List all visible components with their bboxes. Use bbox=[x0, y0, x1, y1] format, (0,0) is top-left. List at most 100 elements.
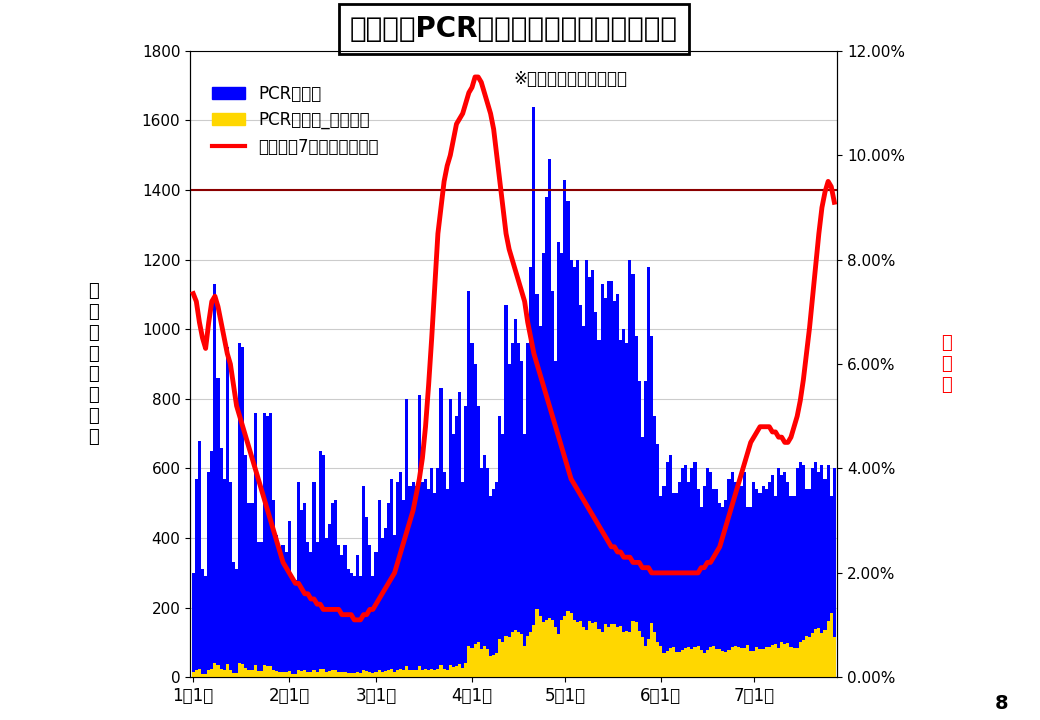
Bar bbox=[532, 625, 536, 678]
Legend: PCR検査数, PCR検査数_陽性確認, 陽性率（7日間移動平均）: PCR検査数, PCR検査数_陽性確認, 陽性率（7日間移動平均） bbox=[205, 78, 386, 162]
Bar bbox=[638, 382, 641, 678]
Bar bbox=[752, 482, 755, 678]
Bar bbox=[312, 670, 315, 678]
Bar bbox=[833, 637, 836, 678]
Bar bbox=[622, 329, 625, 678]
Bar bbox=[207, 472, 210, 678]
Bar bbox=[374, 552, 378, 678]
Bar bbox=[191, 573, 194, 678]
Bar bbox=[619, 626, 622, 678]
Bar bbox=[755, 490, 758, 678]
Bar bbox=[827, 621, 830, 678]
Bar bbox=[440, 665, 443, 678]
Bar bbox=[353, 673, 356, 678]
Bar bbox=[294, 580, 297, 678]
Bar bbox=[542, 621, 545, 678]
Bar bbox=[662, 486, 666, 678]
Bar bbox=[216, 665, 219, 678]
Bar bbox=[780, 475, 783, 678]
Y-axis label: 検
査
件
数
・
陽
性
数: 検 査 件 数 ・ 陽 性 数 bbox=[87, 282, 99, 446]
Bar bbox=[573, 620, 576, 678]
Bar bbox=[318, 669, 321, 678]
Bar bbox=[700, 507, 703, 678]
Bar bbox=[570, 260, 573, 678]
Bar bbox=[700, 650, 703, 678]
Bar bbox=[334, 670, 337, 678]
Bar bbox=[716, 490, 719, 678]
Bar bbox=[359, 673, 362, 678]
Bar bbox=[600, 284, 603, 678]
Bar bbox=[254, 413, 257, 678]
Bar bbox=[223, 670, 226, 678]
Bar bbox=[399, 670, 402, 678]
Bar bbox=[301, 671, 304, 678]
Bar bbox=[483, 646, 486, 678]
Bar bbox=[443, 669, 446, 678]
Bar bbox=[746, 507, 749, 678]
Bar bbox=[498, 416, 501, 678]
Bar bbox=[451, 667, 454, 678]
Bar bbox=[448, 665, 451, 678]
Bar bbox=[448, 399, 451, 678]
Bar bbox=[625, 631, 628, 678]
Bar bbox=[266, 666, 269, 678]
Bar bbox=[331, 670, 334, 678]
Bar bbox=[226, 664, 229, 678]
Bar bbox=[786, 482, 789, 678]
Bar bbox=[523, 646, 526, 678]
Bar bbox=[666, 651, 669, 678]
Bar bbox=[659, 646, 662, 678]
Bar bbox=[427, 490, 431, 678]
Bar bbox=[238, 663, 241, 678]
Bar bbox=[634, 622, 638, 678]
Bar bbox=[606, 281, 609, 678]
Bar bbox=[678, 652, 681, 678]
Bar bbox=[216, 378, 219, 678]
Bar bbox=[567, 611, 570, 678]
Bar bbox=[728, 650, 730, 678]
Bar bbox=[285, 552, 288, 678]
Bar bbox=[467, 291, 470, 678]
Bar bbox=[381, 672, 384, 678]
Bar bbox=[609, 624, 613, 678]
Bar bbox=[504, 636, 508, 678]
Bar bbox=[561, 620, 564, 678]
Bar bbox=[334, 500, 337, 678]
Bar bbox=[272, 500, 276, 678]
Bar bbox=[564, 180, 567, 678]
Bar bbox=[418, 666, 421, 678]
Bar bbox=[232, 562, 235, 678]
Bar bbox=[257, 541, 260, 678]
Bar bbox=[774, 644, 777, 678]
Bar bbox=[315, 672, 318, 678]
Bar bbox=[282, 672, 285, 678]
Bar bbox=[312, 482, 315, 678]
Bar bbox=[446, 490, 448, 678]
Bar bbox=[276, 671, 279, 678]
Bar bbox=[625, 343, 628, 678]
Bar bbox=[244, 454, 248, 678]
Bar bbox=[628, 632, 631, 678]
Bar bbox=[777, 469, 780, 678]
Bar bbox=[514, 630, 517, 678]
Bar bbox=[716, 649, 719, 678]
Bar bbox=[489, 657, 492, 678]
Bar bbox=[638, 631, 641, 678]
Bar bbox=[728, 479, 730, 678]
Bar bbox=[304, 670, 306, 678]
Bar bbox=[443, 472, 446, 678]
Bar bbox=[774, 496, 777, 678]
Bar bbox=[458, 392, 461, 678]
Bar bbox=[703, 486, 706, 678]
Bar bbox=[248, 670, 251, 678]
Bar bbox=[279, 549, 282, 678]
Bar bbox=[743, 648, 746, 678]
Bar bbox=[520, 634, 523, 678]
Bar bbox=[479, 649, 483, 678]
Bar bbox=[378, 670, 381, 678]
Bar bbox=[396, 670, 399, 678]
Bar bbox=[504, 305, 508, 678]
Bar bbox=[229, 482, 232, 678]
Bar bbox=[597, 629, 600, 678]
Bar bbox=[437, 469, 440, 678]
